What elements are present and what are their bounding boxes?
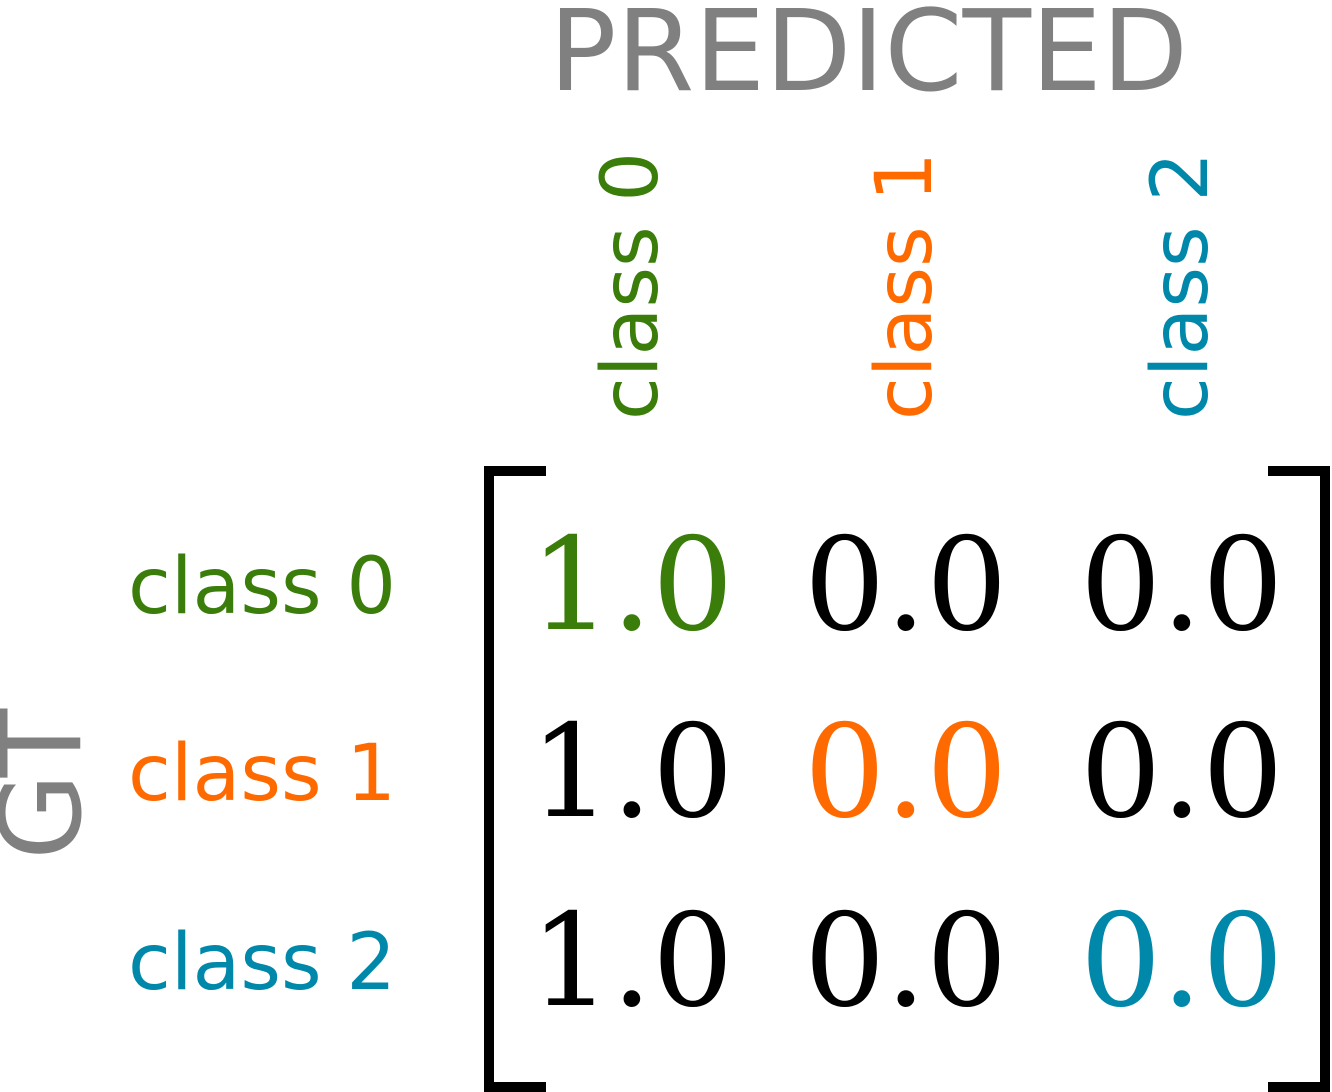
matrix-cell-0-0: 1.0 [530, 511, 734, 660]
row-header-class-1: class 1 [128, 729, 397, 819]
matrix-cell-1-2: 0.0 [1080, 698, 1284, 847]
gt-axis-title: GT [0, 708, 107, 860]
matrix-cell-1-0: 1.0 [530, 698, 734, 847]
matrix-cell-2-1: 0.0 [804, 887, 1008, 1036]
matrix-cell-0-1: 0.0 [804, 511, 1008, 660]
row-header-class-0: class 0 [128, 542, 397, 632]
matrix-cell-0-2: 0.0 [1080, 511, 1284, 660]
predicted-axis-title: PREDICTED [549, 0, 1189, 117]
column-header-class-1: class 1 [860, 151, 950, 420]
matrix-cell-2-2: 0.0 [1080, 887, 1284, 1036]
row-header-class-2: class 2 [128, 918, 397, 1008]
column-header-class-2: class 2 [1136, 151, 1226, 420]
matrix-cell-1-1: 0.0 [804, 698, 1008, 847]
column-header-class-0: class 0 [586, 151, 676, 420]
matrix-cell-2-0: 1.0 [530, 887, 734, 1036]
